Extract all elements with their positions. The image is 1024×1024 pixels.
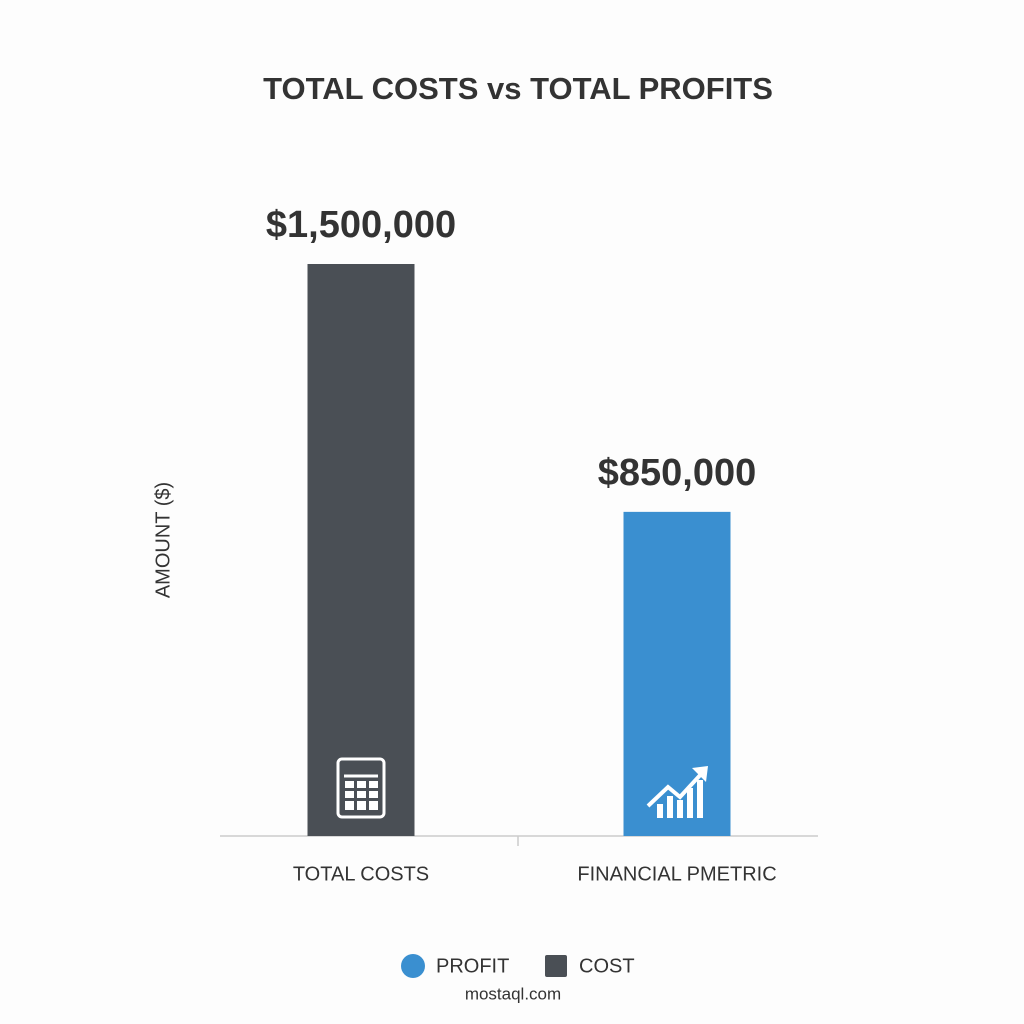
legend: PROFIT COST [401,954,635,978]
x-tick-label: TOTAL COSTS [293,863,429,885]
value-label: $850,000 [598,452,757,494]
watermark: mostaql.com [465,984,561,1003]
y-axis-label: AMOUNT ($) [152,482,174,598]
x-tick-label: FINANCIAL PMETRIC [577,863,776,885]
bar [623,511,731,836]
calculator-icon [336,757,386,819]
legend-label: PROFIT [436,955,509,977]
bars: $1,500,000 TOTAL COSTS $850,000 FINANCIAL P… [266,204,777,885]
chart-title: TOTAL COSTS vs TOTAL PROFITS [263,71,773,106]
legend-swatch [401,954,425,978]
value-label: $1,500,000 [266,204,456,246]
legend-label: COST [579,955,635,977]
bar [307,264,415,836]
growth-icon [646,766,708,818]
legend-swatch [545,955,567,977]
